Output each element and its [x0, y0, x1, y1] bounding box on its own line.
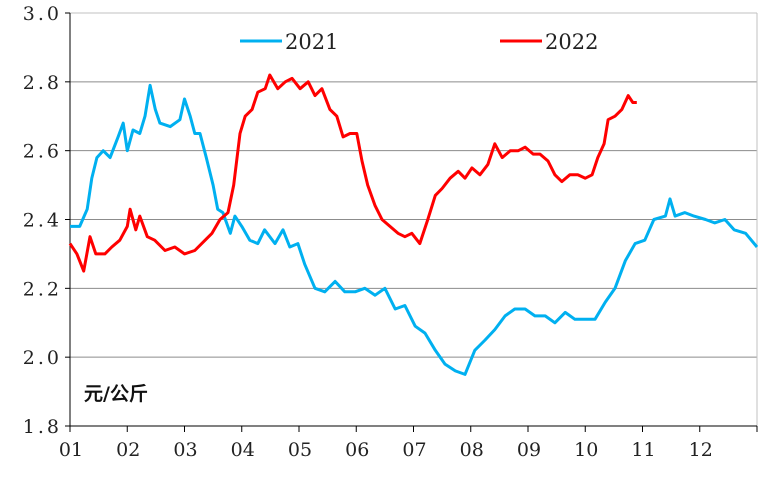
x-tick-label: 03 [173, 439, 197, 461]
y-tick-label: 2.4 [23, 210, 62, 232]
series-lines [68, 73, 759, 376]
y-axis: 1.8 2.0 2.2 2.4 2.6 2.8 3.0 [23, 3, 71, 438]
x-tick-label: 06 [345, 439, 369, 461]
x-tick-label: 04 [231, 439, 255, 461]
y-tick-label: 2.6 [23, 141, 62, 163]
legend: 2021 2022 [240, 30, 598, 54]
y-tick-label: 2.2 [23, 278, 62, 300]
x-tick-label: 07 [402, 439, 426, 461]
x-tick-label: 01 [59, 439, 83, 461]
y-tick-label: 2.8 [23, 72, 62, 94]
x-tick-label: 10 [574, 439, 598, 461]
legend-label-2022: 2022 [545, 30, 598, 54]
y-tick-label: 1.8 [23, 416, 62, 438]
x-tick-label: 12 [689, 439, 713, 461]
y-axis-unit-label: 元/公斤 [84, 383, 148, 405]
y-tick-label: 2.0 [23, 347, 62, 369]
series-line-2021 [70, 83, 759, 376]
x-tick-label: 08 [460, 439, 484, 461]
x-tick-label: 09 [517, 439, 541, 461]
series-line-2022 [68, 73, 637, 273]
legend-label-2021: 2021 [285, 30, 338, 54]
x-tick-label: 02 [116, 439, 140, 461]
x-axis: 01 02 03 04 05 06 07 08 09 10 11 12 [59, 425, 758, 461]
x-tick-label: 05 [288, 439, 312, 461]
gridlines [70, 12, 758, 426]
y-tick-label: 3.0 [23, 3, 62, 25]
x-tick-label: 11 [631, 439, 655, 461]
